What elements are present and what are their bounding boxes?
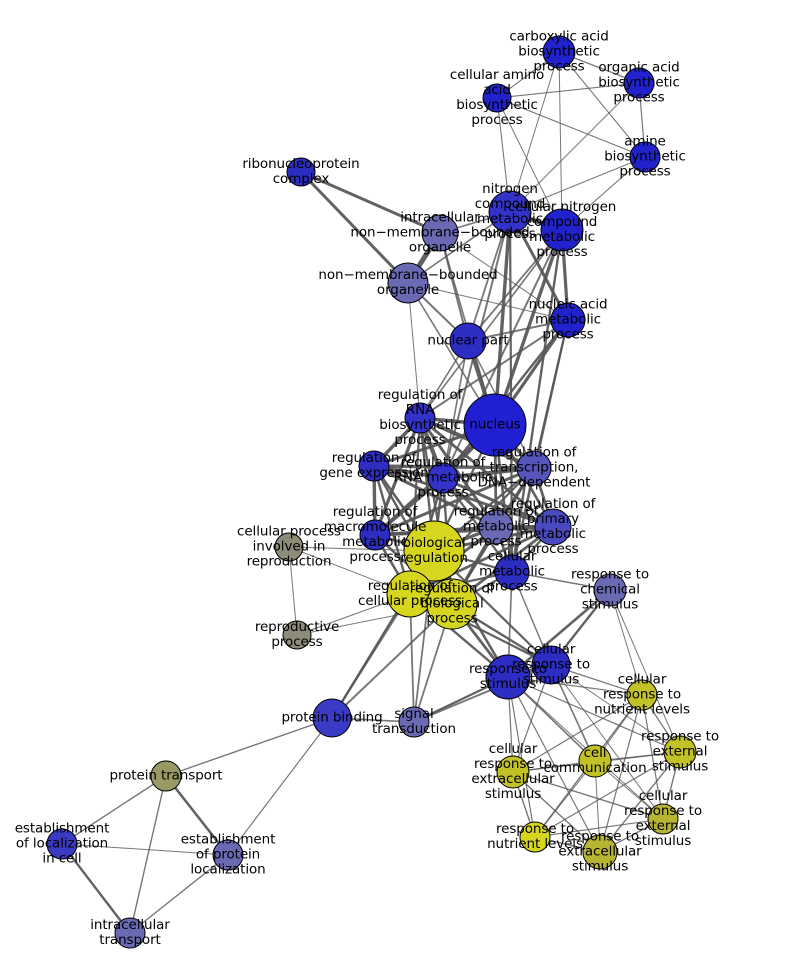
- graph-node[interactable]: [488, 190, 532, 234]
- graph-edge: [599, 751, 681, 853]
- graph-node[interactable]: [534, 508, 572, 546]
- edge-layer: [60, 51, 681, 935]
- graph-node[interactable]: [312, 698, 352, 738]
- graph-node[interactable]: [542, 35, 576, 69]
- graph-node[interactable]: [449, 322, 487, 360]
- graph-node[interactable]: [387, 262, 429, 304]
- graph-node[interactable]: [593, 573, 627, 607]
- graph-edge: [372, 464, 536, 470]
- graph-edge: [496, 97, 646, 158]
- graph-edge: [550, 664, 681, 753]
- graph-node[interactable]: [282, 620, 312, 650]
- graph-node[interactable]: [478, 509, 514, 545]
- graph-node[interactable]: [663, 735, 697, 769]
- graph-edge: [61, 775, 167, 845]
- graph-edge: [507, 676, 601, 853]
- graph-edge: [373, 466, 536, 537]
- graph-edge: [534, 818, 664, 838]
- graph-node[interactable]: [404, 402, 436, 434]
- graph-edge: [61, 843, 229, 856]
- graph-edge: [164, 774, 230, 857]
- graph-edge: [509, 156, 646, 213]
- graph-node[interactable]: [629, 141, 661, 173]
- graph-edge: [507, 676, 536, 838]
- graph-edge: [419, 319, 569, 419]
- node-layer: [46, 35, 697, 949]
- graph-edge: [509, 51, 560, 213]
- graph-node[interactable]: [212, 839, 244, 871]
- graph-edge: [512, 771, 601, 853]
- graph-edge: [534, 751, 681, 838]
- graph-node[interactable]: [386, 570, 434, 618]
- graph-edge: [512, 694, 643, 773]
- graph-node[interactable]: [421, 214, 459, 252]
- graph-edge: [419, 229, 563, 419]
- graph-node[interactable]: [519, 821, 551, 853]
- graph-node[interactable]: [359, 519, 391, 551]
- graph-edge: [413, 664, 552, 723]
- graph-edge: [496, 97, 563, 231]
- graph-edge: [467, 229, 563, 342]
- graph-node[interactable]: [403, 520, 465, 582]
- graph-edge: [507, 676, 643, 696]
- graph-edge: [558, 51, 563, 231]
- graph-node[interactable]: [150, 760, 182, 792]
- graph-edge: [439, 232, 569, 321]
- graph-edge: [467, 211, 511, 342]
- graph-node[interactable]: [286, 157, 316, 187]
- graph-node[interactable]: [114, 917, 146, 949]
- graph-node[interactable]: [516, 450, 552, 486]
- graph-node[interactable]: [647, 803, 679, 835]
- graph-edge: [129, 854, 229, 934]
- graph-edge: [60, 842, 132, 935]
- graph-edge: [408, 525, 555, 596]
- graph-edge: [507, 676, 681, 753]
- graph-edge: [493, 210, 512, 427]
- graph-edge: [331, 603, 453, 719]
- graph-node[interactable]: [46, 828, 78, 860]
- graph-node[interactable]: [463, 393, 527, 457]
- graph-edge: [129, 775, 167, 934]
- graph-node[interactable]: [550, 302, 586, 338]
- graph-node[interactable]: [531, 645, 571, 685]
- graph-node[interactable]: [494, 554, 530, 590]
- graph-edge: [609, 589, 681, 753]
- graph-edge: [599, 694, 643, 853]
- graph-edge: [558, 51, 646, 158]
- graph-node[interactable]: [398, 706, 430, 738]
- graph-edge: [407, 282, 421, 419]
- graph-edge: [288, 546, 298, 636]
- graph-node[interactable]: [626, 679, 658, 711]
- graph-node[interactable]: [623, 67, 655, 99]
- graph-edge: [496, 82, 640, 99]
- graph-edge: [227, 717, 333, 856]
- graph-node[interactable]: [578, 744, 612, 778]
- graph-edge: [299, 170, 410, 285]
- graph-edge: [165, 717, 333, 777]
- graph-edge: [299, 170, 442, 235]
- graph-node[interactable]: [427, 462, 459, 494]
- graph-edge: [512, 771, 664, 820]
- graph-node[interactable]: [540, 208, 584, 252]
- graph-edge: [509, 82, 640, 213]
- graph-node[interactable]: [582, 834, 618, 870]
- graph-edge: [372, 464, 498, 529]
- graph-node[interactable]: [426, 578, 478, 630]
- graph-node[interactable]: [496, 755, 530, 789]
- graph-node[interactable]: [485, 654, 531, 700]
- graph-node[interactable]: [358, 450, 390, 482]
- graph-node[interactable]: [482, 83, 512, 113]
- graph-edge: [641, 694, 664, 820]
- graph-edge: [407, 282, 569, 321]
- graph-edge: [372, 464, 555, 529]
- graph-edge: [609, 589, 643, 696]
- graph-edge: [441, 476, 555, 529]
- graph-node[interactable]: [274, 532, 304, 562]
